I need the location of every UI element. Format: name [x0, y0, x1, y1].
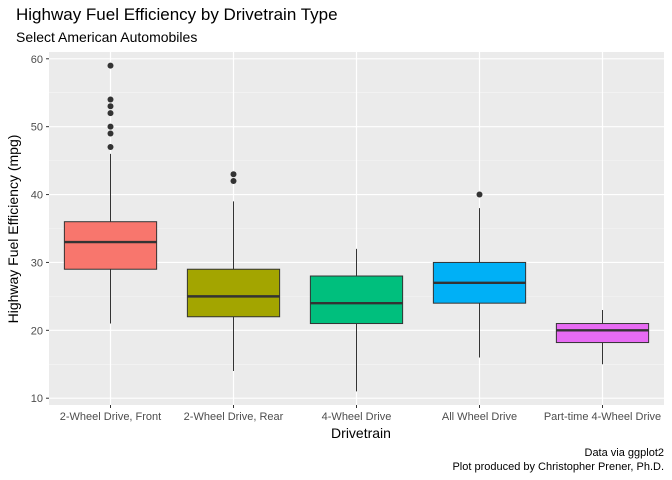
outlier-point	[476, 191, 483, 198]
outlier-point	[107, 123, 114, 130]
y-tick-label: 40	[31, 190, 43, 202]
box-group	[555, 309, 650, 365]
chart-subtitle: Select American Automobiles	[16, 29, 197, 45]
outlier-point	[107, 130, 114, 137]
box	[63, 221, 158, 270]
y-tick-label: 50	[31, 122, 43, 134]
box-group	[432, 191, 527, 358]
x-tick-label: Part-time 4-Wheel Drive	[544, 411, 661, 423]
outlier-point	[107, 110, 114, 117]
caption-line-1: Data via ggplot2	[585, 447, 665, 459]
y-tick-label: 30	[31, 257, 43, 269]
y-tick-label: 60	[31, 54, 43, 66]
box	[555, 323, 650, 344]
box-group	[186, 171, 281, 372]
outlier-point	[230, 177, 237, 184]
box	[186, 268, 281, 318]
outlier-point	[230, 171, 237, 178]
outlier-point	[107, 103, 114, 110]
x-tick-label: 2-Wheel Drive, Front	[60, 411, 161, 423]
x-axis-ticks: 2-Wheel Drive, Front 2-Wheel Drive, Rear 4…	[60, 405, 661, 423]
caption-line-2: Plot produced by Christopher Prener, Ph.…	[452, 461, 664, 473]
x-axis-title: Drivetrain	[331, 425, 391, 441]
box-group	[309, 248, 404, 392]
x-tick-label: 4-Wheel Drive	[322, 411, 392, 423]
boxes	[63, 62, 650, 392]
y-tick-label: 20	[31, 325, 43, 337]
y-tick-label: 10	[31, 393, 43, 405]
x-tick-label: All Wheel Drive	[442, 411, 517, 423]
outlier-point	[107, 96, 114, 103]
outlier-point	[107, 144, 114, 151]
x-tick-label: 2-Wheel Drive, Rear	[184, 411, 284, 423]
outlier-point	[107, 62, 114, 69]
y-axis-ticks: 10 20 30 40 50 60	[31, 54, 49, 405]
y-axis-title: Highway Fuel Efficiency (mpg)	[5, 135, 21, 324]
box	[309, 275, 404, 325]
box-group	[63, 62, 158, 324]
chart-title: Highway Fuel Efficiency by Drivetrain Ty…	[16, 5, 338, 24]
